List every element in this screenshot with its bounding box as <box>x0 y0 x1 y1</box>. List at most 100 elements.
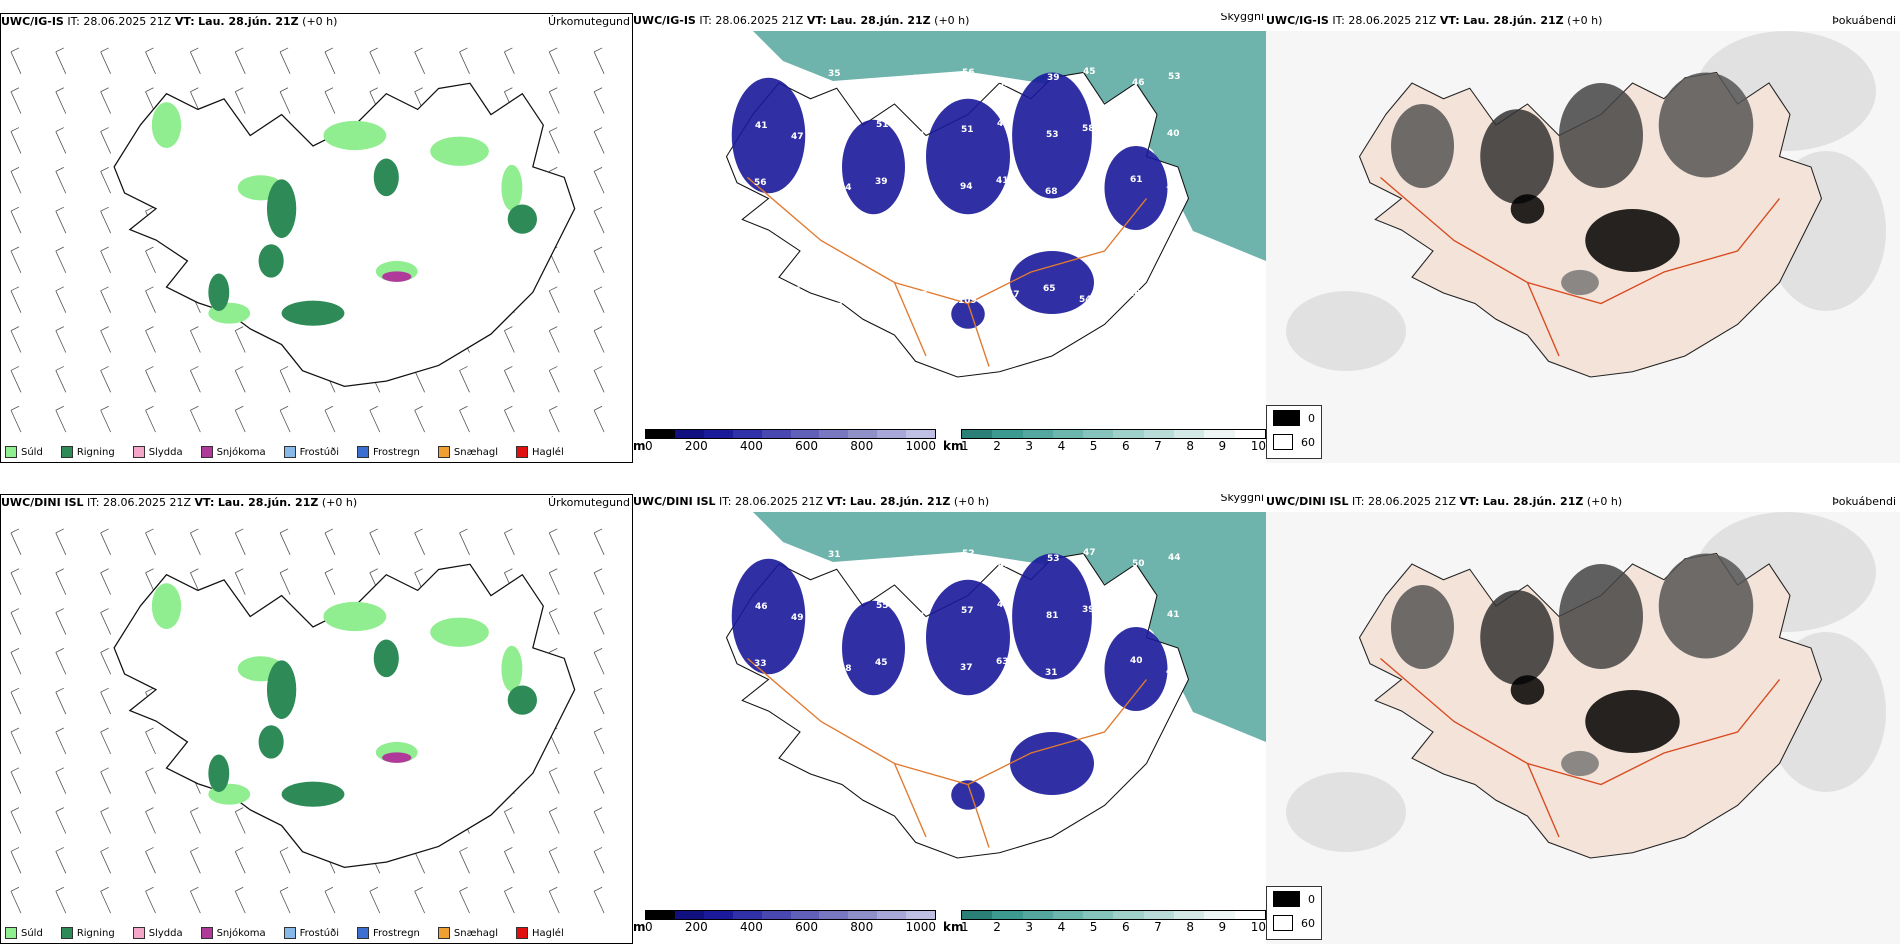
visibility-value: 49 <box>827 126 840 136</box>
vt-prefix: VT: <box>174 15 195 28</box>
legend-swatch <box>60 446 73 458</box>
legend-swatch <box>357 446 369 458</box>
precip-panel-2: UWC/DINI ISL IT: 28.06.2025 21Z VT: Lau.… <box>0 494 633 944</box>
vis-tick: 1 <box>961 439 969 453</box>
visibility-value: 50 <box>827 607 840 617</box>
fog-legend: 0 60 <box>1266 405 1322 459</box>
legend-label: Slydda <box>148 446 183 458</box>
visibility-value: 44 <box>1168 553 1181 563</box>
vis-tick: 8 <box>1186 439 1194 453</box>
vis-tick: 9 <box>1218 920 1227 934</box>
legend-swatch <box>5 927 17 939</box>
legend-item: Frostúði <box>283 446 339 458</box>
legend-swatch <box>283 446 296 458</box>
panel-header: UWC/DINI ISL IT: 28.06.2025 21Z VT: Lau.… <box>1266 494 1900 510</box>
offset: (+0 h) <box>1586 495 1623 508</box>
vis-tick: 10 <box>1250 920 1266 934</box>
visibility-value: 41 <box>792 556 805 566</box>
vis-tick: 7 <box>1154 920 1162 934</box>
visibility-value: 51 <box>961 125 974 135</box>
ceiling-unit: m <box>633 439 646 453</box>
legend-swatch <box>60 927 73 939</box>
ceiling-tick: 200 <box>684 439 708 453</box>
visibility-value: 46 <box>743 545 756 555</box>
visibility-value: 44 <box>839 183 852 193</box>
visibility-map: 46 41 31 67 38 52 45 53 47 50 44 46 49 50 55 54 57 42 81 39… <box>633 512 1266 914</box>
fog-legend-low: 0 <box>1308 892 1315 906</box>
visibility-value: 47 <box>743 64 756 74</box>
legend-label: Haglél <box>532 446 564 458</box>
vis-tick: 8 <box>1186 920 1194 934</box>
visibility-value: 55 <box>753 716 766 726</box>
visibility-value: 51 <box>876 120 889 130</box>
visibility-value: 109 <box>958 296 977 306</box>
visibility-value: 43 <box>1166 667 1179 677</box>
it-value: 28.06.2025 21Z <box>735 495 824 508</box>
visibility-value: 31 <box>1045 668 1058 678</box>
visibility-value: 50 <box>911 669 924 679</box>
vis-colorbar: km 1 2 3 4 5 6 7 8 9 10 <box>943 429 1266 457</box>
legend-label: Snæhagl <box>453 446 499 458</box>
visibility-value: 77 <box>874 715 887 725</box>
visibility-value: 50 <box>1132 559 1145 569</box>
fog-legend-high: 60 <box>1301 435 1315 449</box>
ceiling-tick: 400 <box>740 920 763 934</box>
visibility-value: 56 <box>754 178 767 188</box>
vt-prefix: VT: <box>806 14 827 27</box>
legend-item: Snæhagl <box>437 446 499 458</box>
ceiling-tick: 0 <box>645 439 653 453</box>
vt-prefix: VT: <box>826 495 847 508</box>
vis-tick: 2 <box>993 439 1001 453</box>
visibility-value: 49 <box>791 613 804 623</box>
precip-map <box>1 513 632 943</box>
vis-tick: 3 <box>1025 920 1034 934</box>
visibility-value: 46 <box>1132 78 1145 88</box>
visibility-value: 52 <box>837 297 850 307</box>
vis-tick: 9 <box>1218 439 1227 453</box>
vis-tick: 3 <box>1025 439 1034 453</box>
visibility-value: 45 <box>995 233 1008 243</box>
vis-tick: 1 <box>961 920 969 934</box>
visibility-value: 44 <box>1131 135 1144 145</box>
visibility-map: 47 43 35 50 35 56 53 39 45 46 53 41 47 49 51 44 51 49 53 58… <box>633 31 1266 433</box>
fog-map <box>1266 512 1900 944</box>
visibility-value: 52 <box>1129 232 1142 242</box>
visibility-value: 48 <box>1131 616 1144 626</box>
panel-label: Skyggni <box>1220 13 1264 23</box>
vis-bar <box>961 429 1266 439</box>
it-prefix: IT: <box>699 14 712 27</box>
ceiling-tick: 800 <box>850 920 874 934</box>
ceiling-tick: 600 <box>795 920 819 934</box>
it-value: 28.06.2025 21Z <box>1368 495 1457 508</box>
legend-item: Rigning <box>60 446 115 458</box>
visibility-value: 57 <box>1007 290 1020 300</box>
visibility-value: 53 <box>1047 554 1060 564</box>
visibility-value: 39 <box>1082 605 1095 615</box>
visibility-value: 45 <box>923 726 936 736</box>
visibility-value: 273 <box>1080 719 1099 729</box>
ceiling-bar <box>645 429 936 439</box>
it-value: 28.06.2025 21Z <box>715 14 804 27</box>
visibility-value: 47 <box>1083 548 1096 558</box>
precip-map <box>1 32 632 462</box>
visibility-value: 50 <box>877 80 890 90</box>
it-prefix: IT: <box>1332 14 1345 27</box>
visibility-value: 46 <box>788 286 801 296</box>
legend-item: Snjókoma <box>200 446 266 458</box>
visibility-value: 53 <box>1168 72 1181 82</box>
visibility-value: 63 <box>996 657 1009 667</box>
vt-prefix: VT: <box>194 496 215 509</box>
legend-label: Snæhagl <box>453 927 499 939</box>
ceiling-unit: m <box>633 920 646 934</box>
vis-unit: km <box>943 920 964 934</box>
vis-tick: 4 <box>1057 439 1066 453</box>
legend-label: Haglél <box>532 927 564 939</box>
ceiling-tick: 200 <box>684 920 708 934</box>
visibility-value: 54 <box>1079 295 1092 305</box>
vis-colorbar: km 1 2 3 4 5 6 7 8 9 10 <box>943 910 1266 938</box>
legend-item: Frostregn <box>357 927 420 939</box>
ceiling-tick: 1000 <box>905 920 936 934</box>
legend-label: Snjókoma <box>216 446 266 458</box>
visibility-value: 40 <box>1167 129 1180 139</box>
visibility-value: 56 <box>962 68 975 78</box>
